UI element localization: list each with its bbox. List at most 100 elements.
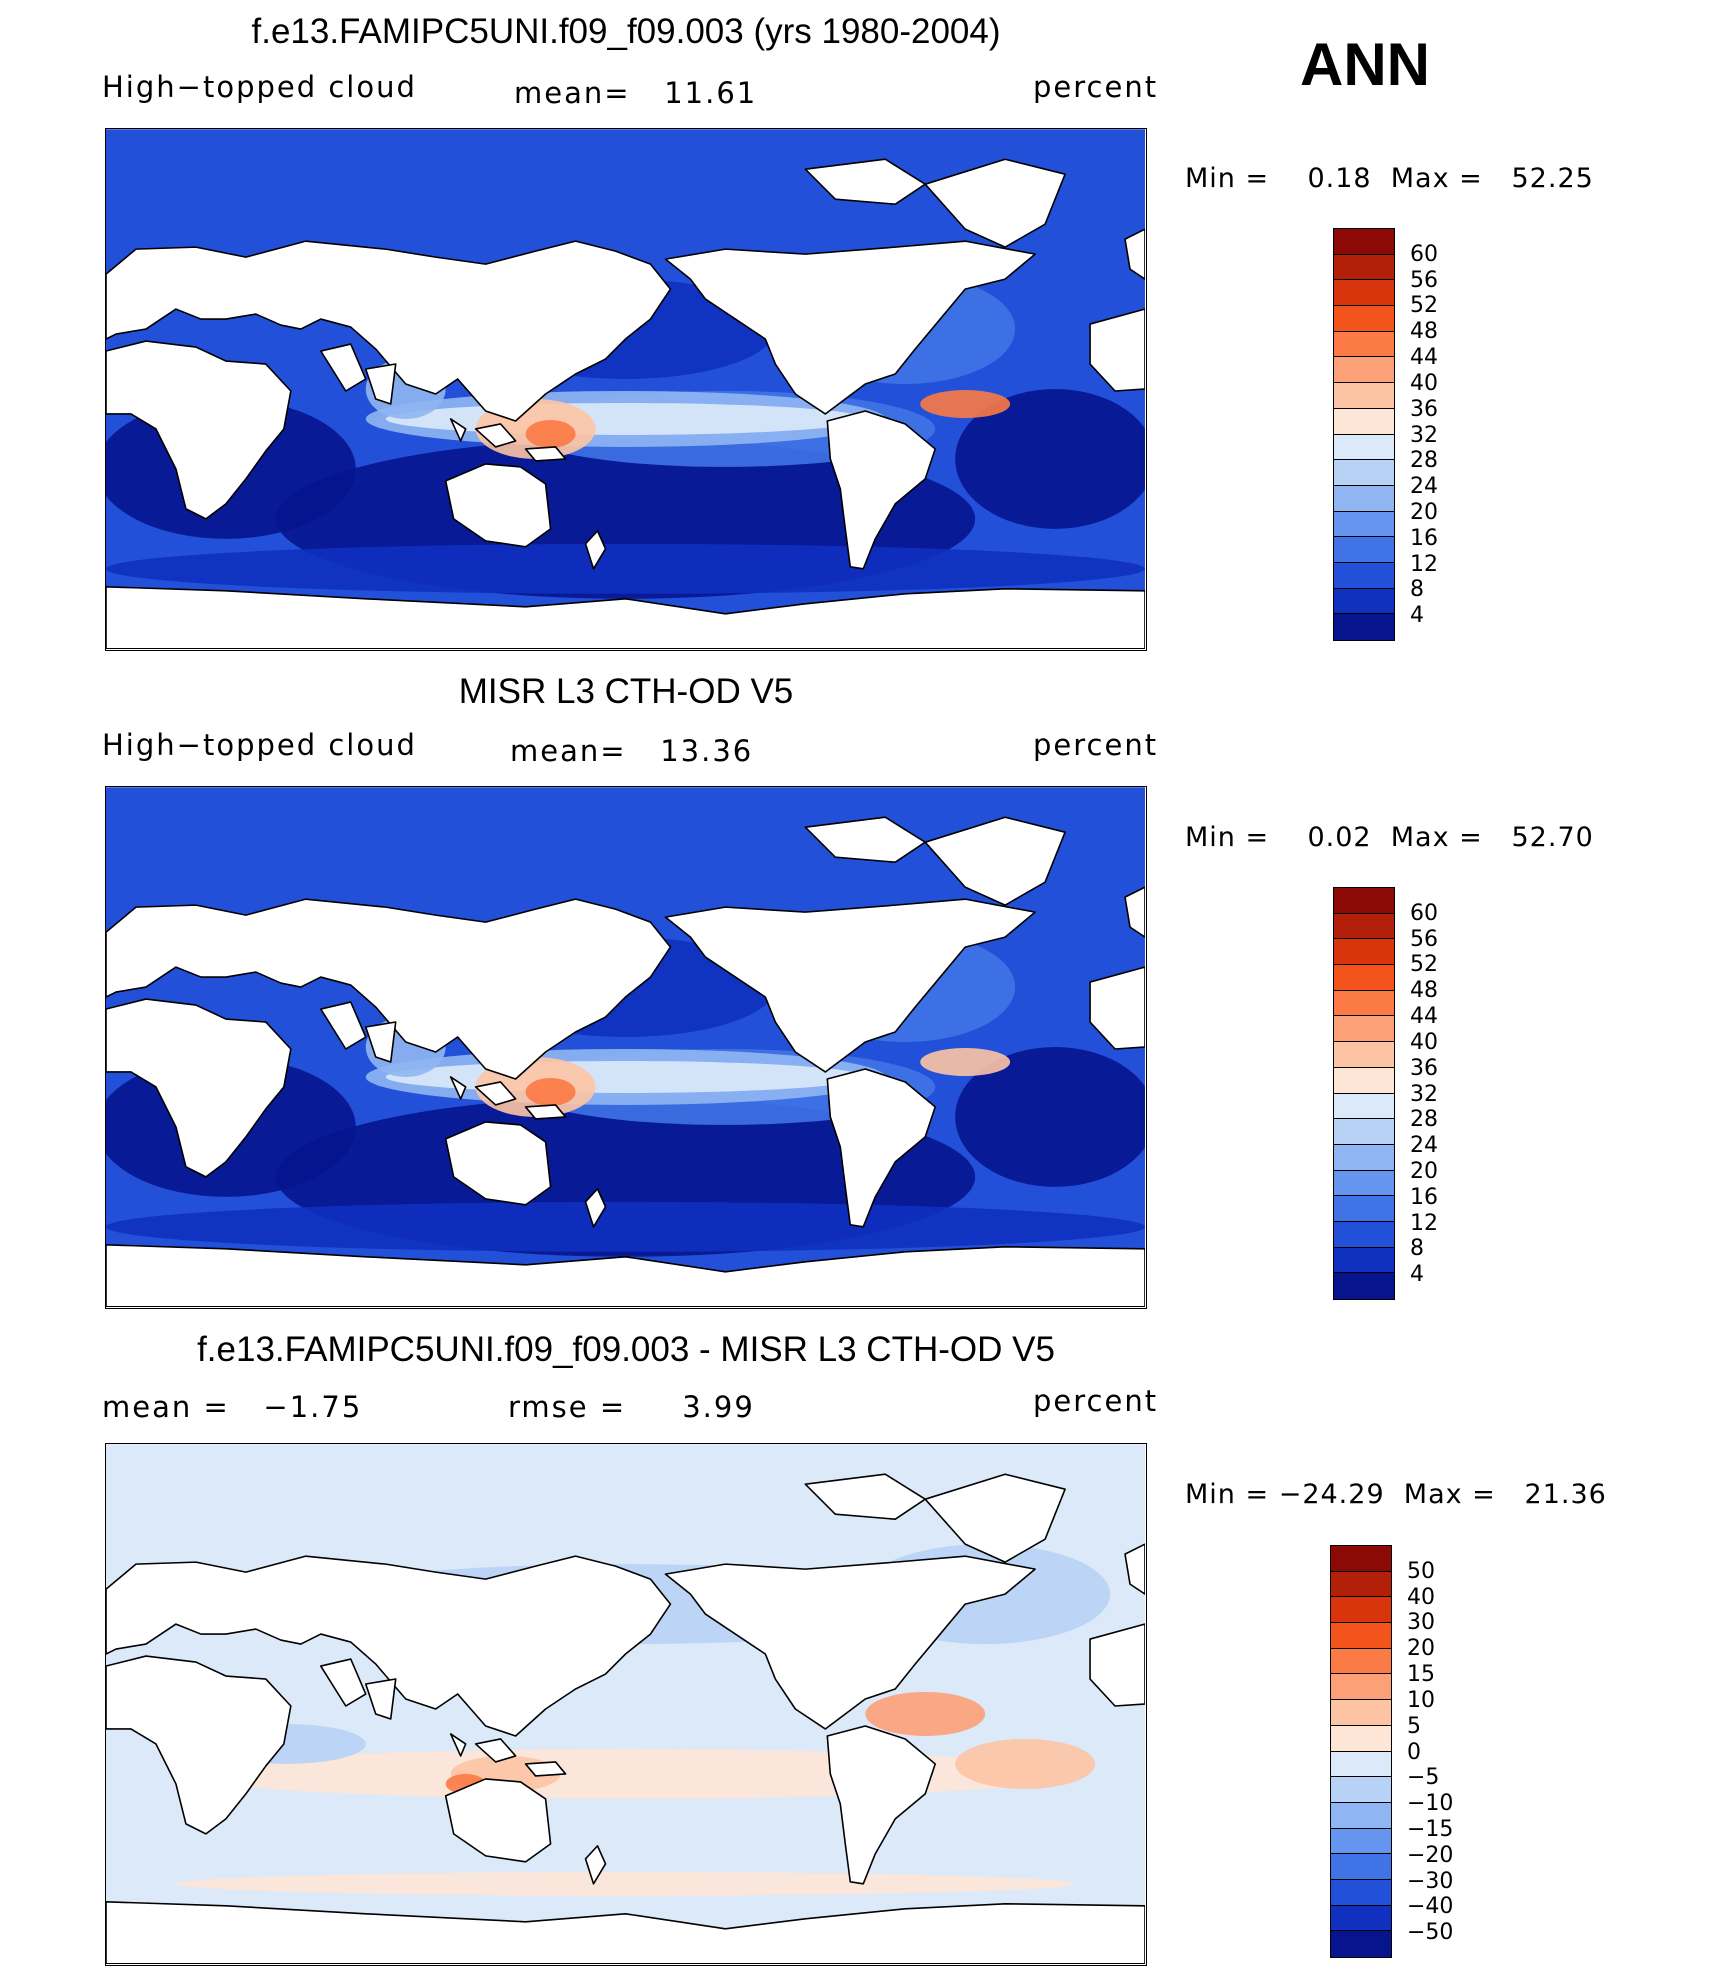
- colorbar-tick-label: −20: [1407, 1842, 1454, 1868]
- coastline: [106, 1244, 1145, 1307]
- coastline: [444, 1778, 552, 1863]
- colorbar-swatch: [1334, 1016, 1394, 1043]
- coastline: [106, 1555, 672, 1737]
- colorbar-swatch: [1334, 562, 1394, 589]
- colorbar-tick-label: 44: [1410, 345, 1438, 371]
- panel-left-label: mean = −1.75: [102, 1390, 363, 1424]
- colorbar-swatch: [1334, 229, 1394, 255]
- colorbar-swatch: [1334, 965, 1394, 991]
- colorbar-swatch: [1334, 939, 1394, 966]
- coastline: [664, 898, 1036, 1073]
- colorbar-swatch: [1334, 254, 1394, 281]
- colorbar-swatch: [1334, 1247, 1394, 1274]
- colorbar-swatch: [1331, 1597, 1391, 1624]
- coastline: [584, 1845, 607, 1885]
- colorbar-tick-label: 36: [1410, 1055, 1438, 1081]
- colorbar-tick-label: 24: [1410, 474, 1438, 500]
- colorbar-swatch: [1334, 888, 1394, 914]
- colorbar-swatch: [1331, 1700, 1391, 1726]
- colorbar: [1333, 887, 1395, 1300]
- field-blob: [525, 1077, 576, 1106]
- colorbar-tick-label: 12: [1410, 551, 1438, 577]
- coastline: [584, 1188, 607, 1228]
- colorbar-swatch: [1334, 1067, 1394, 1094]
- colorbar-tick-label: 5: [1407, 1713, 1421, 1739]
- colorbar-swatch: [1334, 614, 1394, 640]
- colorbar-swatch: [1334, 460, 1394, 486]
- coastline: [106, 998, 292, 1178]
- colorbar: [1333, 228, 1395, 641]
- colorbar-tick-label: 30: [1407, 1610, 1435, 1636]
- colorbar-swatch: [1331, 1571, 1391, 1598]
- coastline: [444, 463, 552, 548]
- land-masses: [106, 1473, 1145, 1964]
- panel-title: f.e13.FAMIPC5UNI.f09_f09.003 - MISR L3 C…: [197, 1330, 1055, 1369]
- colorbar-swatch: [1334, 1273, 1394, 1299]
- field-blob: [865, 1692, 986, 1736]
- land-masses: [106, 158, 1145, 649]
- colorbar-swatch: [1334, 1170, 1394, 1197]
- colorbar-ticks: 60 56 52 48 44 40 36 32 28 24 20 16 12 8 4: [1410, 887, 1470, 1300]
- coastline: [106, 1901, 1145, 1964]
- panel-mean-label: mean= 11.61: [514, 76, 758, 110]
- colorbar-ticks: 60 56 52 48 44 40 36 32 28 24 20 16 12 8 4: [1410, 228, 1470, 641]
- coastline: [319, 343, 397, 405]
- colorbar: [1330, 1545, 1392, 1958]
- colorbar-swatch: [1334, 1196, 1394, 1222]
- diff-map-svg: [106, 1444, 1145, 1964]
- land-masses: [106, 816, 1145, 1307]
- colorbar-swatch: [1331, 1777, 1391, 1803]
- colorbar-swatch: [1331, 1802, 1391, 1829]
- coastline: [1089, 1623, 1145, 1707]
- coastline: [444, 1121, 552, 1206]
- season-label: ANN: [1300, 31, 1430, 98]
- colorbar-swatch: [1334, 408, 1394, 435]
- colorbar-tick-label: −50: [1407, 1920, 1454, 1946]
- colorbar-tick-label: 32: [1410, 422, 1438, 448]
- colorbar-swatch: [1331, 1546, 1391, 1572]
- colorbar-swatch: [1334, 434, 1394, 461]
- field-blob: [920, 389, 1011, 418]
- coastline: [826, 1068, 937, 1228]
- colorbar-swatch: [1334, 990, 1394, 1017]
- coastline: [1124, 1543, 1145, 1595]
- coastline: [106, 240, 672, 422]
- colorbar-swatch: [1331, 1828, 1391, 1855]
- colorbar-tick-label: 12: [1410, 1210, 1438, 1236]
- colorbar-tick-label: 8: [1410, 1236, 1424, 1262]
- colorbar-tick-label: 40: [1410, 1029, 1438, 1055]
- coastline: [106, 340, 292, 520]
- model-cloud-map: [105, 128, 1147, 651]
- colorbar-ticks: 50 40 30 20 15 10 5 0 −5 −10 −15 −20 −30 −40 −50: [1407, 1545, 1477, 1958]
- colorbar-swatch: [1334, 485, 1394, 512]
- obs-map-svg: [106, 787, 1145, 1307]
- colorbar-tick-label: 16: [1410, 1184, 1438, 1210]
- colorbar-tick-label: 10: [1407, 1687, 1435, 1713]
- coastline: [804, 816, 927, 863]
- colorbar-swatch: [1334, 588, 1394, 615]
- colorbar-tick-label: 44: [1410, 1004, 1438, 1030]
- field-blob: [106, 1201, 1145, 1252]
- coastline: [804, 158, 927, 205]
- field-blob: [175, 1871, 1076, 1896]
- coastline: [826, 410, 937, 570]
- colorbar-tick-label: 20: [1407, 1636, 1435, 1662]
- coastline: [826, 1725, 937, 1885]
- colorbar-tick-label: 36: [1410, 396, 1438, 422]
- colorbar-tick-label: 52: [1410, 952, 1438, 978]
- coastline: [449, 1733, 567, 1777]
- colorbar-tick-label: 40: [1407, 1584, 1435, 1610]
- colorbar-swatch: [1334, 1042, 1394, 1068]
- colorbar-tick-label: 4: [1410, 603, 1424, 629]
- panel-mean-label: mean= 13.36: [510, 734, 754, 768]
- colorbar-tick-label: 56: [1410, 267, 1438, 293]
- colorbar-swatch: [1334, 1144, 1394, 1171]
- colorbar-tick-label: 60: [1410, 241, 1438, 267]
- coastline: [449, 1076, 567, 1120]
- colorbar-swatch: [1334, 1093, 1394, 1120]
- coastline: [1124, 886, 1145, 938]
- colorbar-swatch: [1334, 511, 1394, 538]
- colorbar-tick-label: 60: [1410, 900, 1438, 926]
- min-max-label: Min = 0.02 Max = 52.70: [1185, 822, 1594, 853]
- colorbar-tick-label: 56: [1410, 926, 1438, 952]
